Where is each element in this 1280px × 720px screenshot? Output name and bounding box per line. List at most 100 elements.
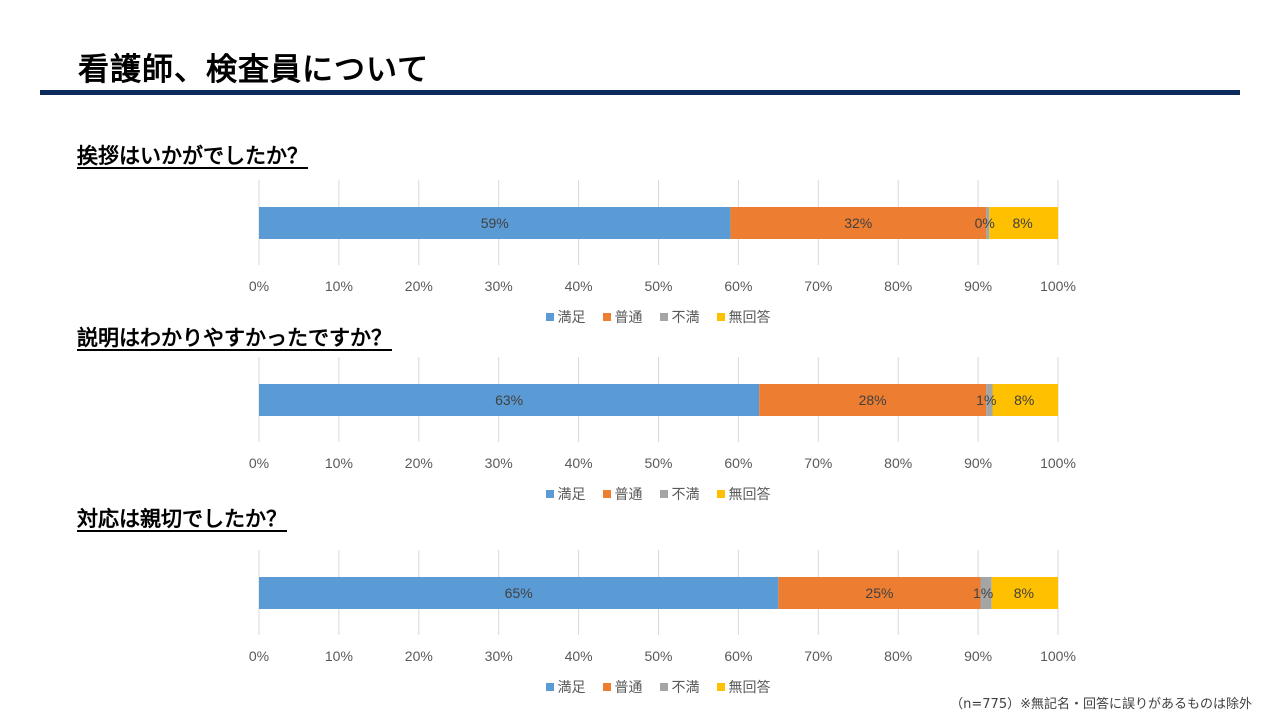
x-tick-label: 20%: [405, 278, 433, 294]
x-tick-label: 20%: [405, 455, 433, 471]
bar-segment-2: [730, 207, 987, 239]
x-tick-label: 100%: [1040, 455, 1076, 471]
legend-swatch: [659, 683, 668, 691]
legend-item: 普通: [602, 484, 643, 504]
data-label: 8%: [1014, 392, 1034, 408]
x-tick-label: 20%: [405, 648, 433, 664]
x-tick-label: 70%: [804, 648, 832, 664]
sample-size-footnote: （n=775）※無記名・回答に誤りがあるものは除外: [950, 697, 1252, 712]
legend-swatch: [716, 683, 725, 691]
legend-swatch: [602, 490, 611, 498]
chart-1-legend: 満足 普通 不満 無回答: [0, 307, 1280, 327]
x-tick-label: 10%: [325, 455, 353, 471]
x-tick-label: 0%: [249, 455, 269, 471]
legend-label: 普通: [614, 487, 643, 503]
data-label: 32%: [844, 215, 872, 231]
x-tick-label: 90%: [964, 278, 992, 294]
x-tick-label: 60%: [724, 648, 752, 664]
legend-label: 普通: [614, 310, 643, 326]
legend-label: 不満: [671, 487, 700, 503]
legend-label: 不満: [671, 680, 700, 696]
legend-label: 満足: [557, 487, 586, 503]
x-tick-label: 60%: [724, 278, 752, 294]
legend-item: 不満: [659, 307, 700, 327]
legend-label: 無回答: [728, 310, 771, 326]
x-tick-label: 40%: [565, 278, 593, 294]
bar-segment-1: [259, 207, 731, 239]
bar-segment-2: [778, 577, 981, 609]
bar-segment-2: [759, 384, 987, 416]
x-tick-label: 40%: [565, 455, 593, 471]
legend-swatch: [716, 490, 725, 498]
bar-segment-4: [991, 577, 1058, 609]
legend-swatch: [545, 490, 554, 498]
x-tick-label: 30%: [485, 455, 513, 471]
data-label: 63%: [495, 392, 523, 408]
x-tick-label: 100%: [1040, 278, 1076, 294]
x-tick-label: 80%: [884, 278, 912, 294]
x-tick-label: 40%: [565, 648, 593, 664]
x-tick-label: 10%: [325, 648, 353, 664]
x-tick-label: 90%: [964, 648, 992, 664]
x-tick-label: 10%: [325, 278, 353, 294]
data-label: 25%: [865, 585, 893, 601]
legend-item: 満足: [545, 677, 586, 697]
legend-item: 満足: [545, 307, 586, 327]
x-tick-label: 70%: [804, 278, 832, 294]
page-title: 看護師、検査員について: [78, 52, 430, 88]
legend-item: 満足: [545, 484, 586, 504]
bar-segment-3: [986, 384, 993, 416]
data-label: 0%: [975, 215, 995, 231]
data-label: 59%: [481, 215, 509, 231]
title-divider: [40, 90, 1240, 95]
data-label: 1%: [976, 392, 996, 408]
legend-label: 満足: [557, 310, 586, 326]
chart-2-plot: 63% 28% 1% 8% 0% 10% 20% 30% 40% 50% 60% 70% 80% 90% 1…: [249, 357, 1076, 471]
legend-label: 無回答: [728, 680, 771, 696]
legend-item: 無回答: [716, 677, 771, 697]
data-label: 28%: [859, 392, 887, 408]
data-label: 65%: [505, 585, 533, 601]
bar-segment-4: [992, 384, 1058, 416]
chart-2-legend: 満足 普通 不満 無回答: [0, 484, 1280, 504]
x-tick-label: 100%: [1040, 648, 1076, 664]
legend-label: 普通: [614, 680, 643, 696]
legend-label: 無回答: [728, 487, 771, 503]
x-tick-label: 80%: [884, 455, 912, 471]
legend-label: 不満: [671, 310, 700, 326]
x-tick-label: 0%: [249, 648, 269, 664]
x-tick-label: 30%: [485, 278, 513, 294]
data-label: 8%: [1013, 215, 1033, 231]
x-tick-label: 50%: [644, 278, 672, 294]
legend-swatch: [659, 313, 668, 321]
chart-3-plot: 65% 25% 1% 8% 0% 10% 20% 30% 40% 50% 60% 70% 80% 90% 1…: [249, 550, 1076, 664]
legend-swatch: [659, 490, 668, 498]
bar-segment-3: [980, 577, 992, 609]
legend-item: 普通: [602, 677, 643, 697]
chart-3-legend: 満足 普通 不満 無回答: [0, 677, 1280, 697]
legend-item: 不満: [659, 484, 700, 504]
bar-segment-3: [986, 207, 990, 239]
data-label: 1%: [973, 585, 993, 601]
legend-swatch: [716, 313, 725, 321]
x-tick-label: 90%: [964, 455, 992, 471]
x-tick-label: 50%: [644, 648, 672, 664]
x-tick-label: 70%: [804, 455, 832, 471]
legend-swatch: [545, 683, 554, 691]
x-tick-label: 60%: [724, 455, 752, 471]
x-tick-label: 30%: [485, 648, 513, 664]
legend-swatch: [602, 683, 611, 691]
legend-swatch: [602, 313, 611, 321]
legend-item: 無回答: [716, 307, 771, 327]
chart-1-title: 挨拶はいかがでしたか？: [77, 144, 308, 168]
x-tick-label: 0%: [249, 278, 269, 294]
legend-label: 満足: [557, 680, 586, 696]
chart-3-title: 対応は親切でしたか？: [77, 507, 287, 531]
legend-item: 無回答: [716, 484, 771, 504]
legend-swatch: [545, 313, 554, 321]
chart-2-title: 説明はわかりやすかったですか？: [77, 326, 392, 350]
legend-item: 不満: [659, 677, 700, 697]
legend-item: 普通: [602, 307, 643, 327]
x-tick-label: 80%: [884, 648, 912, 664]
bar-segment-4: [989, 207, 1058, 239]
